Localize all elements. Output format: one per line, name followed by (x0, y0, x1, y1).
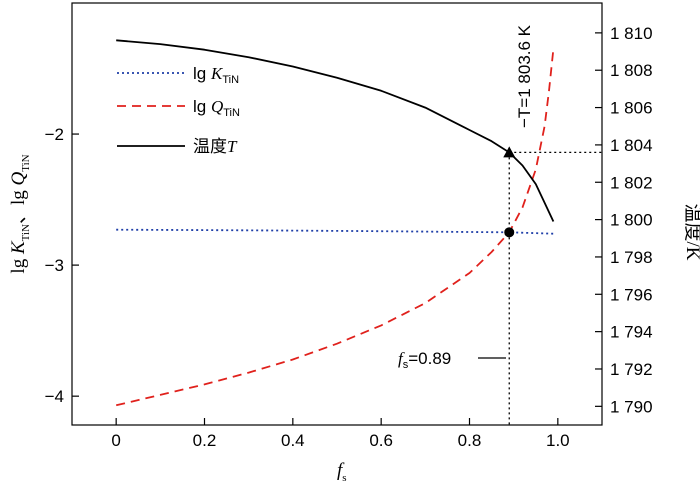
right-tick-label: 1 800 (610, 211, 653, 230)
right-tick-label: 1 808 (610, 61, 653, 80)
y-right-axis-title: 温度/K (682, 203, 700, 260)
fs-annotation-main: f (398, 349, 405, 368)
plot-area (71, 2, 603, 426)
fs-annotation: fs=0.89 (398, 349, 451, 371)
fs-annotation-sub: s (403, 359, 409, 371)
legend-q-main: Q (211, 97, 223, 116)
x-axis-title: fs (337, 460, 347, 484)
series-line-0 (116, 228, 554, 235)
legend-label-k: lg KTiN (193, 64, 239, 86)
series-line-2 (116, 39, 555, 222)
y-left-title-p2: TiN (20, 224, 32, 241)
x-tick-label: 0 (111, 431, 120, 450)
series-line-1 (115, 48, 555, 407)
y-left-title-p3: 、lg (8, 185, 29, 224)
legend-label-t: 温度T (193, 137, 238, 156)
x-axis-ticks: 0 0.2 0.4 0.6 0.8 1.0 (111, 418, 570, 450)
legend-k-prefix: lg (193, 64, 211, 83)
plot-frame (71, 2, 603, 426)
x-tick-label: 0.2 (193, 431, 217, 450)
x-tick-label: 0.4 (281, 431, 305, 450)
x-tick-label: 1.0 (546, 431, 570, 450)
legend-label-q: lg QTiN (193, 97, 240, 119)
right-tick-label: 1 790 (610, 397, 653, 416)
y-left-axis-title: lg KTiN、lg QTiN (8, 154, 32, 273)
x-tick-label: 0.8 (458, 431, 482, 450)
fs-annotation-value: =0.89 (408, 349, 451, 368)
series-group (115, 39, 555, 407)
x-axis-title-main: f (337, 460, 345, 481)
right-tick-label: 1 804 (610, 136, 653, 155)
circle-marker (504, 227, 515, 238)
legend-k-main: K (210, 64, 224, 83)
right-tick-label: 1 798 (610, 248, 653, 267)
y-left-title-p5: TiN (20, 154, 32, 171)
legend-t-prefix: 温度 (193, 137, 227, 156)
left-tick-label: −3 (45, 256, 64, 275)
triangle-marker (503, 146, 516, 158)
y-left-title-p4: Q (8, 171, 29, 185)
temperature-annotation: −T=1 803.6 K (515, 24, 534, 128)
left-tick-label: −2 (45, 125, 64, 144)
right-tick-label: 1 810 (610, 24, 653, 43)
right-axis-ticks: 1 790 1 792 1 794 1 796 1 798 1 800 1 802 1 804… (595, 24, 653, 416)
y-left-title-p1: K (8, 240, 29, 255)
right-tick-label: 1 794 (610, 323, 653, 342)
legend-q-sub: TiN (223, 107, 240, 119)
legend-t-main: T (227, 137, 238, 156)
right-tick-label: 1 802 (610, 173, 653, 192)
left-axis-ticks: −4 −3 −2 (45, 125, 79, 406)
x-axis-title-sub: s (342, 472, 346, 484)
legend-k-sub: TiN (222, 74, 239, 86)
x-tick-label: 0.6 (369, 431, 393, 450)
right-tick-label: 1 806 (610, 99, 653, 118)
left-tick-label: −4 (45, 387, 64, 406)
right-tick-label: 1 796 (610, 285, 653, 304)
guide-lines (508, 151, 602, 425)
legend-q-prefix: lg (193, 97, 211, 116)
legend: lg KTiN lg QTiN 温度T (117, 64, 240, 156)
y-left-title-p0: lg (8, 254, 29, 274)
right-tick-label: 1 792 (610, 360, 653, 379)
markers-group (503, 146, 516, 238)
